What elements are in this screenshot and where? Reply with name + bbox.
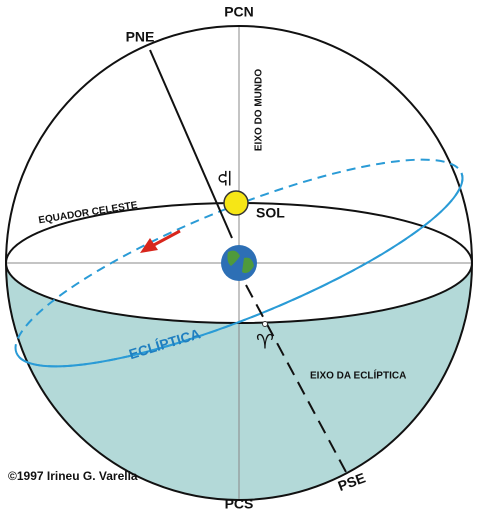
label-libra: ♎ <box>214 169 236 187</box>
label-pcs: PCS <box>225 496 254 512</box>
label-sun: SOL <box>256 205 285 221</box>
label-copyright: ©1997 Irineu G. Varella <box>8 469 138 483</box>
label-pcn: PCN <box>224 4 254 20</box>
label-world-axis: EIXO DO MUNDO <box>254 69 265 151</box>
label-pne: PNE <box>126 29 155 45</box>
vernal-point <box>263 322 268 327</box>
sun <box>224 191 248 215</box>
celestial-sphere-diagram: PCN PNE EIXO DO MUNDO ♎ SOL EQUADOR CELE… <box>0 0 477 515</box>
label-aries: ♈ <box>256 331 274 353</box>
label-ecliptic-axis: EIXO DA ECLÍPTICA <box>310 369 406 382</box>
